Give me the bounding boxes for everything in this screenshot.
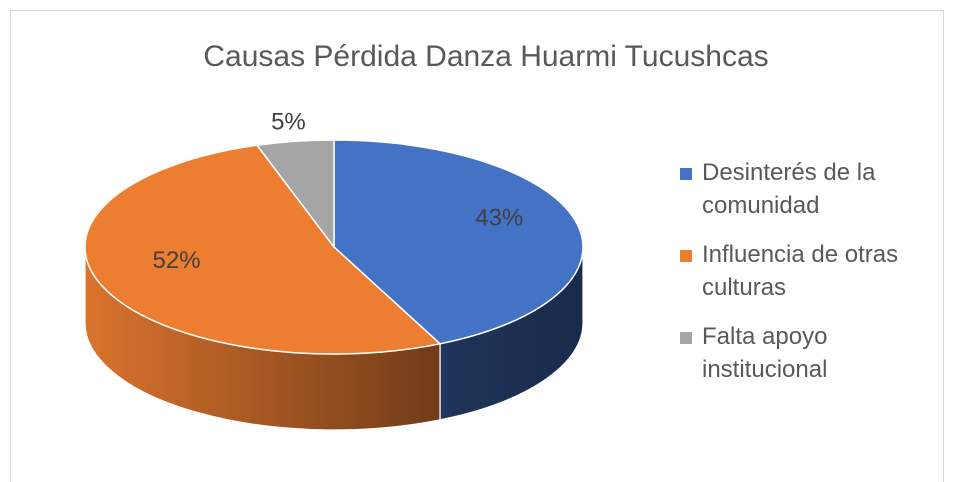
slice (255, 139, 335, 250)
legend: Desinterés de la comunidad Influencia de … (680, 156, 930, 402)
legend-item: Desinterés de la comunidad (680, 156, 930, 222)
slice (84, 144, 442, 355)
legend-swatch (680, 250, 692, 262)
legend-label: Influencia de otras culturas (702, 241, 899, 301)
legend-swatch (680, 332, 692, 344)
legend-label: Falta apoyo institucional (702, 323, 828, 383)
slice (333, 139, 584, 345)
data-label: 43% (475, 204, 523, 231)
chart-title: Causas Pérdida Danza Huarmi Tucushcas (203, 40, 768, 73)
legend-swatch (680, 168, 692, 180)
legend-label: Desinterés de la comunidad (702, 159, 876, 219)
legend-item: Influencia de otras culturas (680, 238, 930, 304)
data-label: 52% (153, 247, 201, 274)
chart-border (10, 10, 944, 482)
legend-item: Falta apoyo institucional (680, 320, 930, 386)
data-label: 5% (271, 109, 306, 136)
